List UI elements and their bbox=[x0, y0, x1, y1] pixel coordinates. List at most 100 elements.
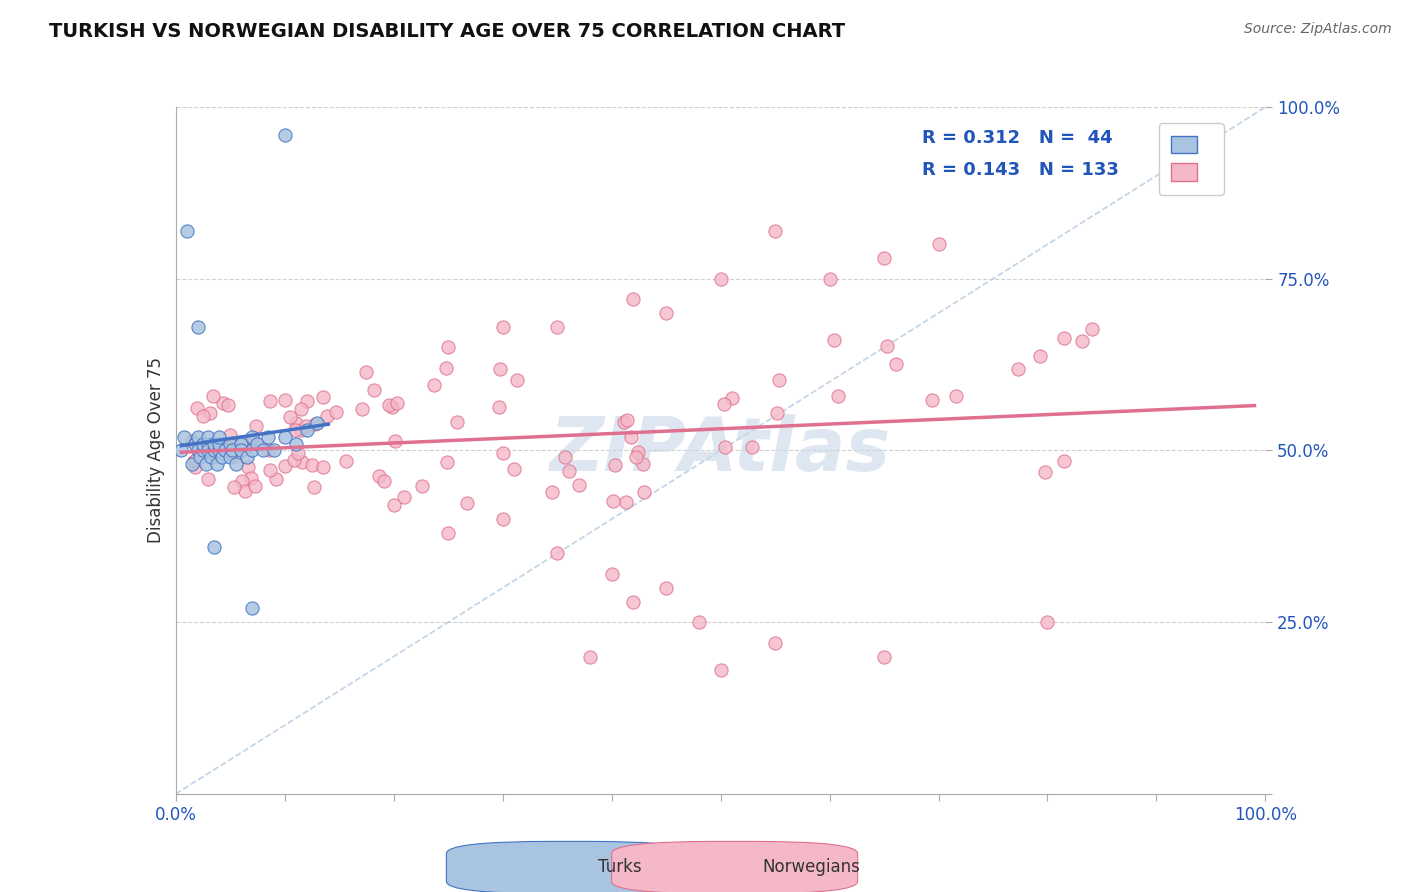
Point bbox=[231, 474, 253, 488]
Point bbox=[283, 453, 305, 467]
Point bbox=[235, 483, 257, 498]
Point bbox=[221, 436, 243, 450]
Point bbox=[219, 441, 242, 455]
Text: Turks: Turks bbox=[598, 858, 641, 877]
Point bbox=[312, 459, 335, 474]
Point bbox=[624, 450, 647, 464]
Point bbox=[437, 340, 460, 354]
Point bbox=[287, 446, 309, 460]
Point bbox=[186, 443, 209, 458]
Point bbox=[284, 423, 307, 437]
Point bbox=[278, 410, 301, 425]
Point bbox=[245, 418, 267, 433]
Point bbox=[614, 494, 637, 508]
Point bbox=[201, 444, 224, 458]
Point bbox=[202, 540, 225, 554]
Point bbox=[631, 457, 654, 471]
Point bbox=[385, 395, 408, 409]
Point bbox=[1036, 615, 1059, 630]
Point bbox=[1081, 322, 1104, 336]
Point bbox=[1007, 362, 1029, 376]
Point bbox=[384, 434, 406, 448]
Point bbox=[181, 434, 204, 448]
Point bbox=[229, 438, 252, 452]
Point bbox=[191, 443, 214, 458]
Point bbox=[240, 430, 263, 444]
FancyBboxPatch shape bbox=[447, 841, 692, 892]
Point bbox=[568, 478, 591, 492]
Point bbox=[605, 458, 627, 472]
Point bbox=[315, 409, 337, 424]
Point bbox=[243, 435, 266, 450]
Point bbox=[295, 394, 318, 409]
Point bbox=[823, 333, 845, 347]
Point bbox=[295, 419, 318, 434]
Point bbox=[273, 459, 295, 474]
Point bbox=[546, 319, 568, 334]
Point bbox=[211, 450, 233, 465]
Point bbox=[392, 490, 415, 504]
Point bbox=[240, 601, 263, 615]
Point bbox=[291, 455, 314, 469]
Point bbox=[304, 480, 326, 494]
Y-axis label: Disability Age Over 75: Disability Age Over 75 bbox=[146, 358, 165, 543]
Point bbox=[554, 450, 576, 464]
FancyBboxPatch shape bbox=[612, 841, 858, 892]
Point bbox=[492, 512, 515, 526]
Point bbox=[710, 663, 733, 677]
Point bbox=[381, 400, 404, 414]
Point bbox=[301, 458, 323, 472]
Point bbox=[600, 567, 623, 582]
Point bbox=[613, 415, 636, 429]
Point bbox=[191, 436, 214, 450]
Point bbox=[335, 454, 357, 468]
Point bbox=[621, 293, 644, 307]
Point bbox=[620, 430, 643, 444]
Point bbox=[1029, 349, 1052, 363]
Point bbox=[1053, 331, 1076, 345]
Point bbox=[188, 444, 211, 458]
Point bbox=[290, 402, 312, 417]
Text: R = 0.143   N = 133: R = 0.143 N = 133 bbox=[922, 161, 1119, 178]
Point bbox=[240, 443, 263, 458]
Point bbox=[714, 440, 737, 454]
Point bbox=[436, 455, 458, 469]
Point bbox=[225, 457, 247, 471]
Point bbox=[558, 465, 581, 479]
Point bbox=[170, 443, 193, 458]
Point bbox=[502, 462, 524, 476]
Point bbox=[363, 384, 385, 398]
Point bbox=[763, 224, 786, 238]
Point bbox=[257, 430, 280, 444]
Point bbox=[173, 430, 195, 444]
Point bbox=[307, 416, 329, 430]
Point bbox=[200, 450, 222, 465]
Point bbox=[231, 443, 253, 458]
Point bbox=[212, 396, 235, 410]
Point bbox=[236, 460, 259, 475]
Point bbox=[411, 479, 433, 493]
Point bbox=[208, 430, 231, 444]
Point bbox=[263, 443, 285, 458]
Point bbox=[221, 443, 243, 458]
Point bbox=[354, 365, 377, 379]
Point bbox=[688, 615, 710, 630]
Point bbox=[928, 237, 950, 252]
Point bbox=[231, 436, 253, 450]
Point bbox=[243, 479, 266, 493]
Point bbox=[295, 423, 318, 437]
Point bbox=[304, 417, 326, 432]
Point bbox=[208, 436, 231, 450]
Point bbox=[721, 391, 744, 405]
Point bbox=[274, 128, 297, 142]
Point bbox=[627, 444, 650, 458]
Point bbox=[290, 423, 312, 437]
Point bbox=[195, 457, 218, 471]
Point bbox=[198, 406, 221, 420]
Point bbox=[768, 373, 790, 387]
Point bbox=[205, 457, 228, 471]
Text: Norwegians: Norwegians bbox=[762, 858, 860, 877]
Point bbox=[184, 459, 207, 474]
Point bbox=[488, 400, 510, 414]
Text: R = 0.312   N =  44: R = 0.312 N = 44 bbox=[922, 129, 1112, 147]
